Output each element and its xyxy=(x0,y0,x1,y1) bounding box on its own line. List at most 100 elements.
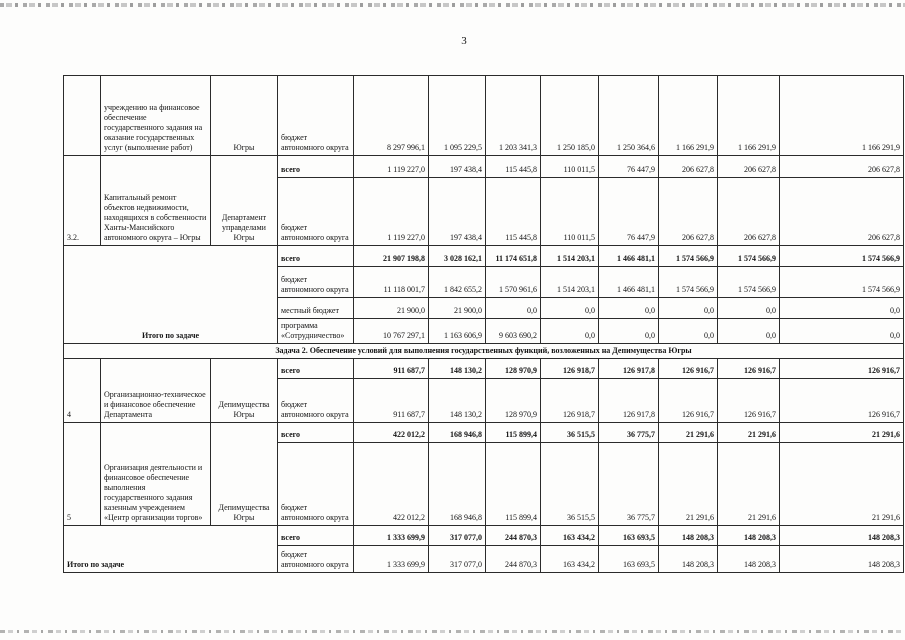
value-cell: 168 946,8 xyxy=(428,422,486,443)
value-cell: 206 627,8 xyxy=(658,155,718,178)
value-cell: 422 012,2 xyxy=(353,442,429,526)
table-row-carryover: учреждению на финансовое обеспечение гос… xyxy=(63,75,904,156)
value-cell: 21 900,0 xyxy=(428,297,486,319)
value-cell: 126 918,7 xyxy=(540,378,599,423)
value-cell: 21 291,6 xyxy=(779,442,904,526)
value-cell: 422 012,2 xyxy=(353,422,429,443)
value-cell: 11 118 001,7 xyxy=(353,266,429,298)
table-row-section-header: Задача 2. Обеспечение условий для выполн… xyxy=(63,343,904,359)
table-row-4-vsego: 4 Организационно-техническое и финансово… xyxy=(63,358,904,423)
funding-source-cell: программа «Сотрудничество» xyxy=(277,318,354,344)
value-cell: 197 438,4 xyxy=(428,155,486,178)
value-cell: 36 515,5 xyxy=(540,422,599,443)
funding-source-cell: бюджет автономного округа xyxy=(277,266,354,298)
executor-cell: Югры xyxy=(210,75,278,156)
value-cell: 206 627,8 xyxy=(779,177,904,246)
value-cell: 21 291,6 xyxy=(658,422,718,443)
value-cell: 21 291,6 xyxy=(779,422,904,443)
budget-table: учреждению на финансовое обеспечение гос… xyxy=(63,75,904,573)
value-cell: 10 767 297,1 xyxy=(353,318,429,344)
value-cell: 126 918,7 xyxy=(540,358,599,379)
value-cell: 148 208,3 xyxy=(717,525,780,546)
value-cell: 317 077,0 xyxy=(428,545,486,573)
table-row-itogo1-vsego: Итого по задаче всего 21 907 198,8 3 028… xyxy=(63,245,904,344)
table-row-itogo2-budget: бюджет автономного округа 1 333 699,9 31… xyxy=(64,545,904,573)
section-header: Задача 2. Обеспечение условий для выполн… xyxy=(63,343,904,359)
funding-source-cell: всего xyxy=(277,422,354,443)
value-cell: 1 514 203,1 xyxy=(540,245,599,267)
executor-cell: Депимущества Югры xyxy=(210,358,278,423)
row-number-cell xyxy=(63,75,101,156)
value-cell: 1 166 291,9 xyxy=(717,75,780,156)
value-cell: 36 515,5 xyxy=(540,442,599,526)
activity-name-cell: Организация деятельности и финансовое об… xyxy=(100,422,211,526)
value-cell: 1 574 566,9 xyxy=(717,266,780,298)
value-cell: 0,0 xyxy=(485,297,541,319)
activity-name-cell: учреждению на финансовое обеспечение гос… xyxy=(100,75,211,156)
scan-artifact-bottom xyxy=(0,630,905,633)
value-cell: 11 174 651,8 xyxy=(485,245,541,267)
value-cell: 1 466 481,1 xyxy=(598,245,659,267)
value-cell: 1 514 203,1 xyxy=(540,266,599,298)
value-cell: 1 119 227,0 xyxy=(353,177,429,246)
value-cell: 1 574 566,9 xyxy=(779,245,904,267)
executor-cell: Департамент управделами Югры xyxy=(210,155,278,246)
value-cell: 1 166 291,9 xyxy=(779,75,904,156)
table-row-itogo1-local: местный бюджет 21 900,0 21 900,0 0,0 0,0… xyxy=(64,297,904,319)
value-cell: 8 297 996,1 xyxy=(353,75,429,156)
funding-source-cell: всего xyxy=(277,155,354,178)
value-cell: 911 687,7 xyxy=(353,378,429,423)
value-cell: 115 899,4 xyxy=(485,442,541,526)
value-cell: 21 900,0 xyxy=(353,297,429,319)
value-cell: 163 434,2 xyxy=(540,545,599,573)
value-cell: 1 095 229,5 xyxy=(428,75,486,156)
value-cell: 163 434,2 xyxy=(540,525,599,546)
value-cell: 126 916,7 xyxy=(779,358,904,379)
value-cell: 0,0 xyxy=(540,297,599,319)
value-cell: 126 917,8 xyxy=(598,358,659,379)
value-cell: 244 870,3 xyxy=(485,525,541,546)
value-cell: 110 011,5 xyxy=(540,155,599,178)
page-number: 3 xyxy=(461,35,467,47)
value-cell: 126 916,7 xyxy=(779,378,904,423)
value-cell: 0,0 xyxy=(779,297,904,319)
funding-source-cell: всего xyxy=(277,245,354,267)
value-cell: 1 333 699,9 xyxy=(353,525,429,546)
value-cell: 126 916,7 xyxy=(658,378,718,423)
value-cell: 148 130,2 xyxy=(428,358,486,379)
value-cell: 1 574 566,9 xyxy=(658,245,718,267)
funding-source-cell: бюджет автономного округа xyxy=(277,177,354,246)
table-row-4-budget: бюджет автономного округа 911 687,7 148 … xyxy=(64,378,904,423)
value-cell: 76 447,9 xyxy=(598,177,659,246)
executor-cell: Депимущества Югры xyxy=(210,422,278,526)
value-cell: 126 916,7 xyxy=(717,378,780,423)
value-cell: 168 946,8 xyxy=(428,442,486,526)
value-cell: 128 970,9 xyxy=(485,378,541,423)
value-cell: 1 842 655,2 xyxy=(428,266,486,298)
value-cell: 148 130,2 xyxy=(428,378,486,423)
value-cell: 1 574 566,9 xyxy=(658,266,718,298)
value-cell: 911 687,7 xyxy=(353,358,429,379)
value-cell: 9 603 690,2 xyxy=(485,318,541,344)
value-cell: 317 077,0 xyxy=(428,525,486,546)
value-cell: 0,0 xyxy=(658,297,718,319)
value-cell: 0,0 xyxy=(540,318,599,344)
value-cell: 1 166 291,9 xyxy=(658,75,718,156)
value-cell: 0,0 xyxy=(598,318,659,344)
value-cell: 0,0 xyxy=(717,297,780,319)
value-cell: 244 870,3 xyxy=(485,545,541,573)
value-cell: 0,0 xyxy=(717,318,780,344)
funding-source-cell: бюджет автономного округа xyxy=(277,378,354,423)
value-cell: 1 574 566,9 xyxy=(717,245,780,267)
funding-source-cell: всего xyxy=(277,525,354,546)
scan-artifact-top xyxy=(0,3,905,7)
value-cell: 206 627,8 xyxy=(779,155,904,178)
value-cell: 115 445,8 xyxy=(485,155,541,178)
value-cell: 206 627,8 xyxy=(717,155,780,178)
row-number-cell: 4 xyxy=(63,358,101,423)
value-cell: 1 574 566,9 xyxy=(779,266,904,298)
value-cell: 197 438,4 xyxy=(428,177,486,246)
value-cell: 206 627,8 xyxy=(717,177,780,246)
value-cell: 1 203 341,3 xyxy=(485,75,541,156)
table-row-5-vsego: 5 Организация деятельности и финансовое … xyxy=(63,422,904,526)
